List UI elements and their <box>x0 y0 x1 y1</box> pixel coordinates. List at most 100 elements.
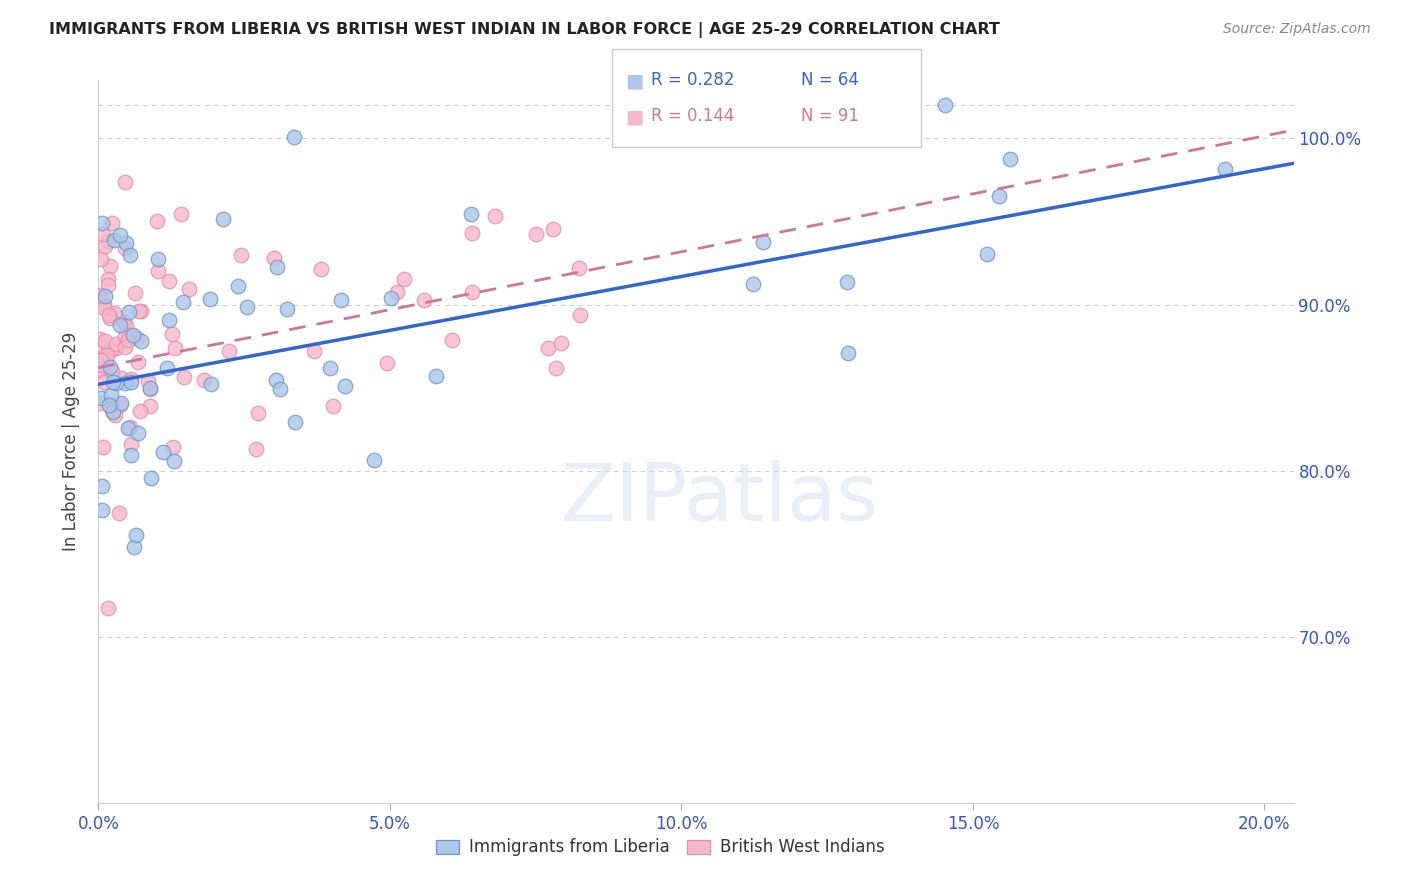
Point <box>103 375 125 389</box>
Point <box>934 98 956 112</box>
Point <box>100 387 122 401</box>
Point <box>276 301 298 316</box>
Point <box>110 395 132 409</box>
Point <box>157 274 180 288</box>
Point <box>218 344 240 359</box>
Point <box>108 228 131 243</box>
Text: ■: ■ <box>626 107 644 126</box>
Point <box>148 252 170 267</box>
Point <box>94 352 117 367</box>
Point <box>266 373 288 387</box>
Text: R = 0.282: R = 0.282 <box>651 71 734 89</box>
Point <box>94 334 117 348</box>
Point <box>98 309 121 323</box>
Point <box>100 343 122 358</box>
Text: IMMIGRANTS FROM LIBERIA VS BRITISH WEST INDIAN IN LABOR FORCE | AGE 25-29 CORREL: IMMIGRANTS FROM LIBERIA VS BRITISH WEST … <box>49 22 1000 38</box>
Point <box>329 293 352 308</box>
Point <box>163 342 186 356</box>
Point <box>160 327 183 342</box>
Point <box>89 396 111 410</box>
Point <box>94 289 117 303</box>
Point <box>122 327 145 342</box>
Point <box>90 252 112 267</box>
Point <box>120 448 142 462</box>
Point <box>284 415 307 429</box>
Point <box>103 305 125 319</box>
Point <box>105 376 128 390</box>
Point <box>114 176 136 190</box>
Point <box>89 289 111 303</box>
Point <box>385 285 408 299</box>
Point <box>837 276 859 290</box>
Point <box>89 332 111 346</box>
Point <box>170 207 193 221</box>
Point <box>91 440 114 454</box>
Point <box>103 409 125 423</box>
Point <box>460 207 482 221</box>
Point <box>89 287 111 301</box>
Point <box>1000 152 1022 166</box>
Point <box>90 391 112 405</box>
Point <box>127 355 149 369</box>
Point <box>105 342 128 356</box>
Point <box>440 334 463 348</box>
Point <box>425 368 447 383</box>
Point <box>460 226 482 240</box>
Point <box>302 344 325 359</box>
Point <box>146 213 169 227</box>
Point <box>128 304 150 318</box>
Point <box>568 260 591 275</box>
Point <box>115 318 138 333</box>
Point <box>115 235 138 250</box>
Point <box>136 374 159 388</box>
Point <box>104 337 127 351</box>
Point <box>193 373 215 387</box>
Text: ■: ■ <box>626 71 644 90</box>
Point <box>1215 161 1237 176</box>
Point <box>380 291 402 305</box>
Point <box>90 352 112 367</box>
Point <box>97 272 120 286</box>
Point <box>97 601 120 615</box>
Point <box>117 333 139 347</box>
Point <box>124 286 146 301</box>
Point <box>173 370 195 384</box>
Point <box>392 272 415 286</box>
Text: Source: ZipAtlas.com: Source: ZipAtlas.com <box>1223 22 1371 37</box>
Point <box>152 444 174 458</box>
Point <box>100 398 122 412</box>
Point <box>114 329 136 343</box>
Point <box>90 359 112 373</box>
Point <box>108 318 131 333</box>
Point <box>322 399 344 413</box>
Point <box>118 248 141 262</box>
Point <box>484 210 506 224</box>
Point <box>118 305 141 319</box>
Point <box>114 315 136 329</box>
Point <box>269 382 291 396</box>
Point <box>120 372 142 386</box>
Point <box>148 264 170 278</box>
Point <box>245 442 267 456</box>
Point <box>752 235 775 249</box>
Point <box>129 334 152 348</box>
Point <box>177 281 200 295</box>
Point <box>101 217 124 231</box>
Legend: Immigrants from Liberia, British West Indians: Immigrants from Liberia, British West In… <box>429 831 891 863</box>
Point <box>266 260 288 274</box>
Point <box>748 120 770 134</box>
Point <box>93 238 115 252</box>
Point <box>90 216 112 230</box>
Point <box>98 360 121 375</box>
Point <box>375 356 398 370</box>
Text: N = 64: N = 64 <box>801 71 859 89</box>
Point <box>319 360 342 375</box>
Point <box>114 241 136 255</box>
Point <box>114 376 136 390</box>
Point <box>246 406 269 420</box>
Point <box>200 292 222 306</box>
Point <box>114 339 136 353</box>
Point <box>333 378 356 392</box>
Point <box>363 453 385 467</box>
Point <box>120 437 142 451</box>
